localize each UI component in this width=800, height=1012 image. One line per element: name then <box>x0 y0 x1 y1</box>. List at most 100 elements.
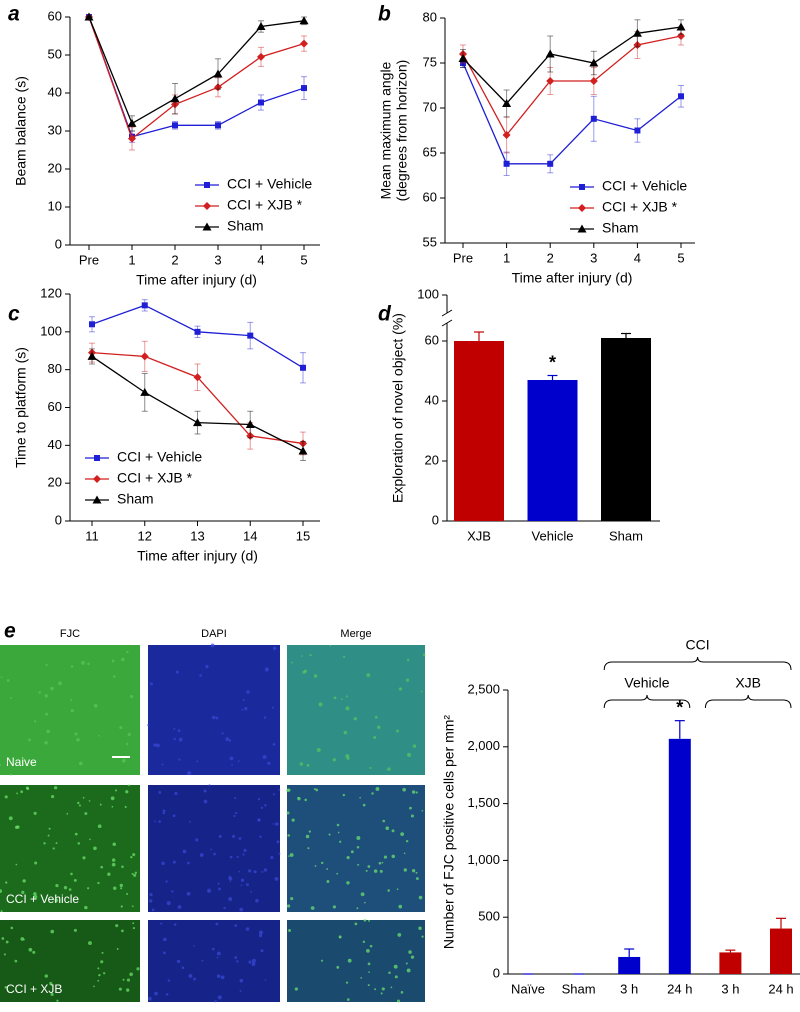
texture <box>234 796 237 799</box>
x-tick-label: 2 <box>171 252 178 267</box>
x-tick-label: 24 h <box>768 981 793 996</box>
texture <box>189 820 191 823</box>
y-axis-label: Number of FJC positive cells per mm² <box>441 715 457 950</box>
texture <box>5 881 8 884</box>
texture <box>208 784 211 787</box>
texture <box>340 698 343 701</box>
texture <box>132 922 135 925</box>
texture <box>415 791 418 794</box>
texture <box>181 966 185 970</box>
texture <box>246 883 249 887</box>
marker <box>299 439 307 448</box>
texture <box>97 979 100 982</box>
legend-label: Sham <box>227 218 264 234</box>
texture <box>407 752 412 757</box>
texture <box>263 868 268 872</box>
texture <box>50 929 55 934</box>
marker <box>89 321 95 328</box>
texture <box>313 788 316 791</box>
texture <box>4 985 8 989</box>
texture <box>326 880 330 883</box>
marker <box>215 122 221 129</box>
column-label: DAPI <box>201 628 227 640</box>
texture <box>418 895 423 900</box>
texture <box>103 972 106 975</box>
texture <box>76 737 80 742</box>
texture <box>203 789 207 793</box>
texture <box>228 739 232 742</box>
texture <box>217 995 222 1000</box>
texture <box>121 657 125 662</box>
texture <box>53 786 58 790</box>
texture <box>316 748 321 752</box>
legend-label: Sham <box>602 220 639 236</box>
texture <box>338 935 342 939</box>
marker <box>84 12 94 21</box>
texture <box>161 861 165 866</box>
texture <box>365 869 368 872</box>
texture <box>107 872 111 876</box>
x-axis-label: Time after injury (d) <box>136 272 257 288</box>
texture <box>362 803 366 807</box>
marker <box>545 49 555 58</box>
marker <box>502 131 511 139</box>
texture <box>88 941 92 945</box>
error-bar <box>547 374 558 380</box>
marker <box>193 418 202 427</box>
texture <box>160 922 163 925</box>
texture <box>214 1000 217 1003</box>
y-tick-label: 40 <box>425 392 439 407</box>
marker <box>678 93 684 100</box>
texture <box>58 681 62 686</box>
texture <box>70 698 73 701</box>
marker <box>299 16 309 25</box>
texture <box>25 786 29 790</box>
texture <box>9 696 12 699</box>
bar <box>719 952 742 974</box>
texture <box>409 806 412 810</box>
texture <box>158 791 162 794</box>
y-axis-label: Exploration of novel object (%) <box>390 313 406 503</box>
texture <box>63 885 68 890</box>
texture <box>418 926 422 931</box>
texture <box>308 830 312 833</box>
texture <box>38 691 42 694</box>
x-tick-label: 11 <box>85 528 99 543</box>
texture <box>375 787 380 791</box>
texture <box>32 950 36 954</box>
texture <box>97 967 100 970</box>
texture <box>218 887 221 891</box>
texture <box>354 922 358 926</box>
texture <box>342 655 346 658</box>
texture <box>89 838 91 841</box>
texture <box>257 818 261 822</box>
texture <box>215 922 219 926</box>
texture <box>241 708 244 711</box>
texture <box>345 695 348 698</box>
texture <box>201 959 204 962</box>
bar <box>601 338 651 521</box>
texture <box>242 853 245 856</box>
texture <box>8 816 13 821</box>
legend-label: CCI + Vehicle <box>117 449 202 465</box>
y-tick-label: 50 <box>48 46 62 61</box>
texture <box>77 842 81 845</box>
texture <box>391 829 395 833</box>
bar <box>454 341 504 521</box>
texture <box>373 869 378 873</box>
error-bar <box>674 720 685 739</box>
texture <box>15 825 19 829</box>
y-tick-label: 60 <box>425 332 439 347</box>
texture <box>383 855 388 859</box>
texture <box>111 659 115 663</box>
texture <box>411 790 416 794</box>
y-tick-label: 60 <box>48 399 62 414</box>
texture <box>73 928 77 932</box>
legend-label: CCI + XJB * <box>602 199 678 215</box>
texture <box>345 706 350 711</box>
texture <box>112 842 116 847</box>
texture <box>367 865 371 868</box>
micrograph-grid <box>0 643 426 1003</box>
texture <box>420 690 423 693</box>
texture <box>173 727 176 730</box>
